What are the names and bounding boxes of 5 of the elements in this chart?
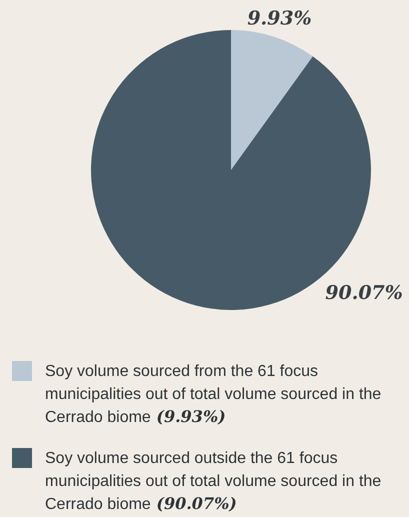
pie-slice xyxy=(231,30,313,170)
legend-label: Soy volume sourced outside the 61 focus municipalities out of total volume sourced in the Cerrado biome (90.07%) xyxy=(45,450,382,513)
data-label: 9.93% xyxy=(247,8,312,30)
legend-label: Soy volume sourced from the 61 focus municipalities out of total volume sourced in the Cerrado biome (9.93%) xyxy=(45,363,382,426)
data-label: 90.07% xyxy=(325,282,403,304)
